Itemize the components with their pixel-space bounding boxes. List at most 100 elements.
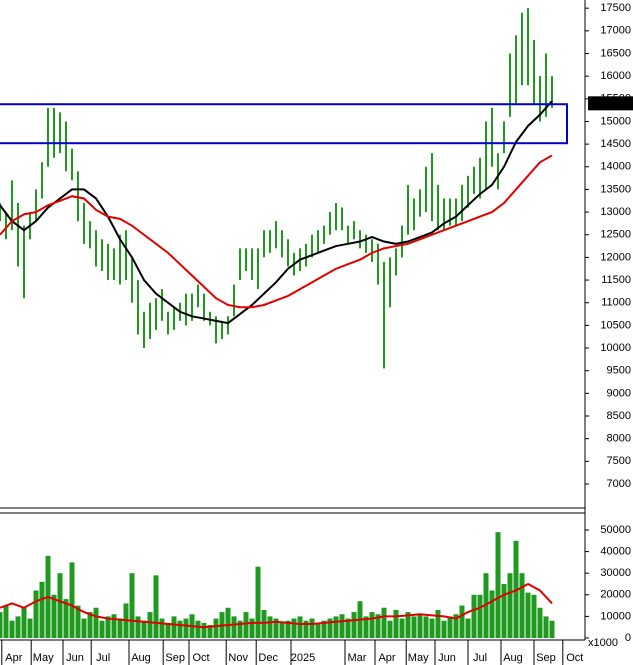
volume-bar (267, 616, 273, 638)
volume-bar (117, 618, 123, 638)
volume-bar (297, 616, 303, 638)
y-tick-label: 10000 (600, 342, 631, 354)
y-tick-label: 15000 (600, 115, 631, 127)
volume-bar (381, 607, 387, 638)
volume-bar (465, 618, 471, 638)
volume-bar (363, 616, 369, 638)
volume-bar (531, 594, 537, 638)
x-tick-label: Aug (503, 652, 523, 664)
volume-bar (321, 620, 327, 638)
x-tick-label: Aug (131, 652, 151, 664)
volume-bar (225, 607, 231, 638)
x-tick-label: Apr (5, 652, 22, 664)
x-tick-label: May (408, 652, 429, 664)
volume-bar (81, 618, 87, 638)
volume-bar (57, 573, 63, 638)
y-tick-label: 10000 (600, 610, 631, 622)
volume-bar (0, 612, 3, 638)
x-tick-label: Sep (165, 652, 185, 664)
volume-bar (285, 620, 291, 638)
y-tick-label: 9500 (607, 365, 631, 377)
volume-bar (3, 605, 9, 638)
volume-bar (153, 575, 159, 638)
volume-bar (165, 622, 171, 638)
volume-bar (495, 532, 501, 638)
y-tick-label: 13000 (600, 206, 631, 218)
volume-bar (489, 590, 495, 638)
moving-average (0, 154, 553, 309)
volume-bar (69, 562, 75, 638)
volume-bar (15, 616, 21, 638)
volume-bar (369, 612, 375, 638)
volume-bar (177, 620, 183, 638)
y-tick-label: 7500 (607, 455, 631, 467)
volume-bar (63, 599, 69, 638)
y-tick-label: 17000 (600, 25, 631, 37)
volume-bar (33, 590, 39, 638)
y-tick-label: 7000 (607, 478, 631, 490)
volume-bar (543, 616, 549, 638)
y-tick-label: 20000 (600, 589, 631, 601)
volume-average (0, 582, 553, 629)
volume-bar (303, 620, 309, 638)
volume-bar (99, 620, 105, 638)
volume-bar (435, 609, 441, 638)
volume-bar (375, 614, 381, 638)
volume-bar (477, 594, 483, 638)
volume-bar (453, 614, 459, 638)
volume-bar (417, 614, 423, 638)
y-tick-label: 50000 (600, 524, 631, 536)
volume-bar (333, 616, 339, 638)
volume-bar (447, 616, 453, 638)
volume-bar (201, 622, 207, 638)
volume-bar (159, 618, 165, 638)
volume-bar (471, 594, 477, 638)
volume-bar (75, 605, 81, 638)
y-tick-label: 11000 (601, 297, 631, 309)
y-tick-label: 40000 (600, 545, 631, 557)
x-tick-label: Oct (566, 652, 583, 664)
y-tick-label: 11500 (601, 274, 631, 286)
y-tick-label: 10500 (600, 319, 631, 331)
volume-bar (345, 618, 351, 638)
volume-bar (441, 620, 447, 638)
volume-bar (315, 622, 321, 638)
volume-bar (87, 612, 93, 638)
x-tick-label: Jul (96, 652, 110, 664)
volume-bar (213, 618, 219, 638)
y-tick-label: 9000 (607, 387, 631, 399)
volume-bar (183, 618, 189, 638)
x-tick-label: Apr (378, 652, 395, 664)
volume-bar (411, 616, 417, 638)
volume-bar (423, 616, 429, 638)
volume-bar (537, 607, 543, 638)
x-tick-label: Nov (228, 652, 248, 664)
volume-bar (111, 614, 117, 638)
volume-bar (519, 573, 525, 638)
volume-bar (507, 573, 513, 638)
volume-bar (387, 620, 393, 638)
volume-bar (501, 583, 507, 638)
volume-bar (105, 616, 111, 638)
price-tag (588, 96, 633, 111)
y-tick-label: 30000 (600, 567, 631, 579)
volume-bar (51, 594, 57, 638)
volume-bar (393, 609, 399, 638)
volume-bar (291, 618, 297, 638)
volume-bar (273, 618, 279, 638)
volume-bar (147, 612, 153, 638)
moving-average (0, 100, 553, 325)
y-tick-label: 17500 (600, 2, 631, 14)
volume-bar (141, 620, 147, 638)
y-tick-label: 0 (625, 632, 631, 644)
volume-bar (27, 618, 33, 638)
volume-bar (249, 618, 255, 638)
y-tick-label: 16000 (600, 70, 631, 82)
volume-bar (195, 620, 201, 638)
x-tick-label: Jul (473, 652, 487, 664)
volume-bar (309, 618, 315, 638)
volume-bar (171, 616, 177, 638)
volume-bar (9, 620, 15, 638)
x-tick-label: Mar (348, 652, 367, 664)
